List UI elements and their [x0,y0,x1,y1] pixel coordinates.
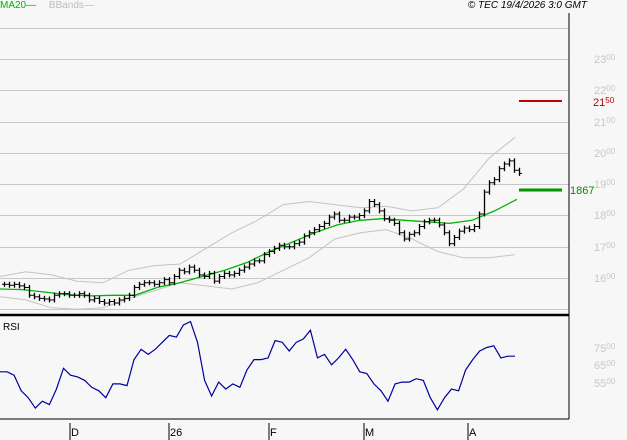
x-axis-label: 26 [170,427,183,439]
price-axis-label: 2200 [594,84,616,98]
chart-legend: MA20— BBands— [0,0,94,12]
price-grid [0,28,569,310]
x-axis-label: F [270,427,277,439]
legend-bbands-swatch: — [83,0,94,11]
price-axis-label: 2300 [594,53,616,66]
legend-ma20-label: MA20 [0,0,27,11]
resistance-level-label: 2150 [593,96,615,109]
bollinger-bands [0,137,516,310]
rsi-axis-label: 5500 [594,377,616,390]
x-axis-label: D [71,427,79,439]
legend-bbands-label: BBands [48,0,84,11]
ma20-value-tag: 1867 [570,185,595,197]
level-lines [519,100,562,192]
price-bars [2,158,522,306]
price-axis-label: 1700 [594,240,616,254]
price-axis-label: 2100 [594,115,616,129]
x-axis-label: M [365,427,375,439]
rsi-label: RSI [3,322,20,333]
legend-ma20[interactable]: MA20— [0,0,36,11]
price-axis-label: 1800 [594,209,616,223]
x-axis-label: A [469,427,477,439]
legend-bbands[interactable]: BBands— [49,0,94,11]
price-axis-label: 1600 [594,271,616,285]
copyright-timestamp: © TEC 19/4/2026 3:0 GMT [467,0,587,11]
rsi-axis-label: 6500 [594,359,616,372]
chart-frame [0,13,570,420]
price-axis-label: 2000 [594,146,616,160]
legend-ma20-swatch: — [26,0,37,11]
rsi-axis-label: 7500 [594,342,616,355]
rsi-line [0,320,515,411]
price-axis-label: 1900 [594,178,616,191]
x-axis-ticks [69,423,469,440]
